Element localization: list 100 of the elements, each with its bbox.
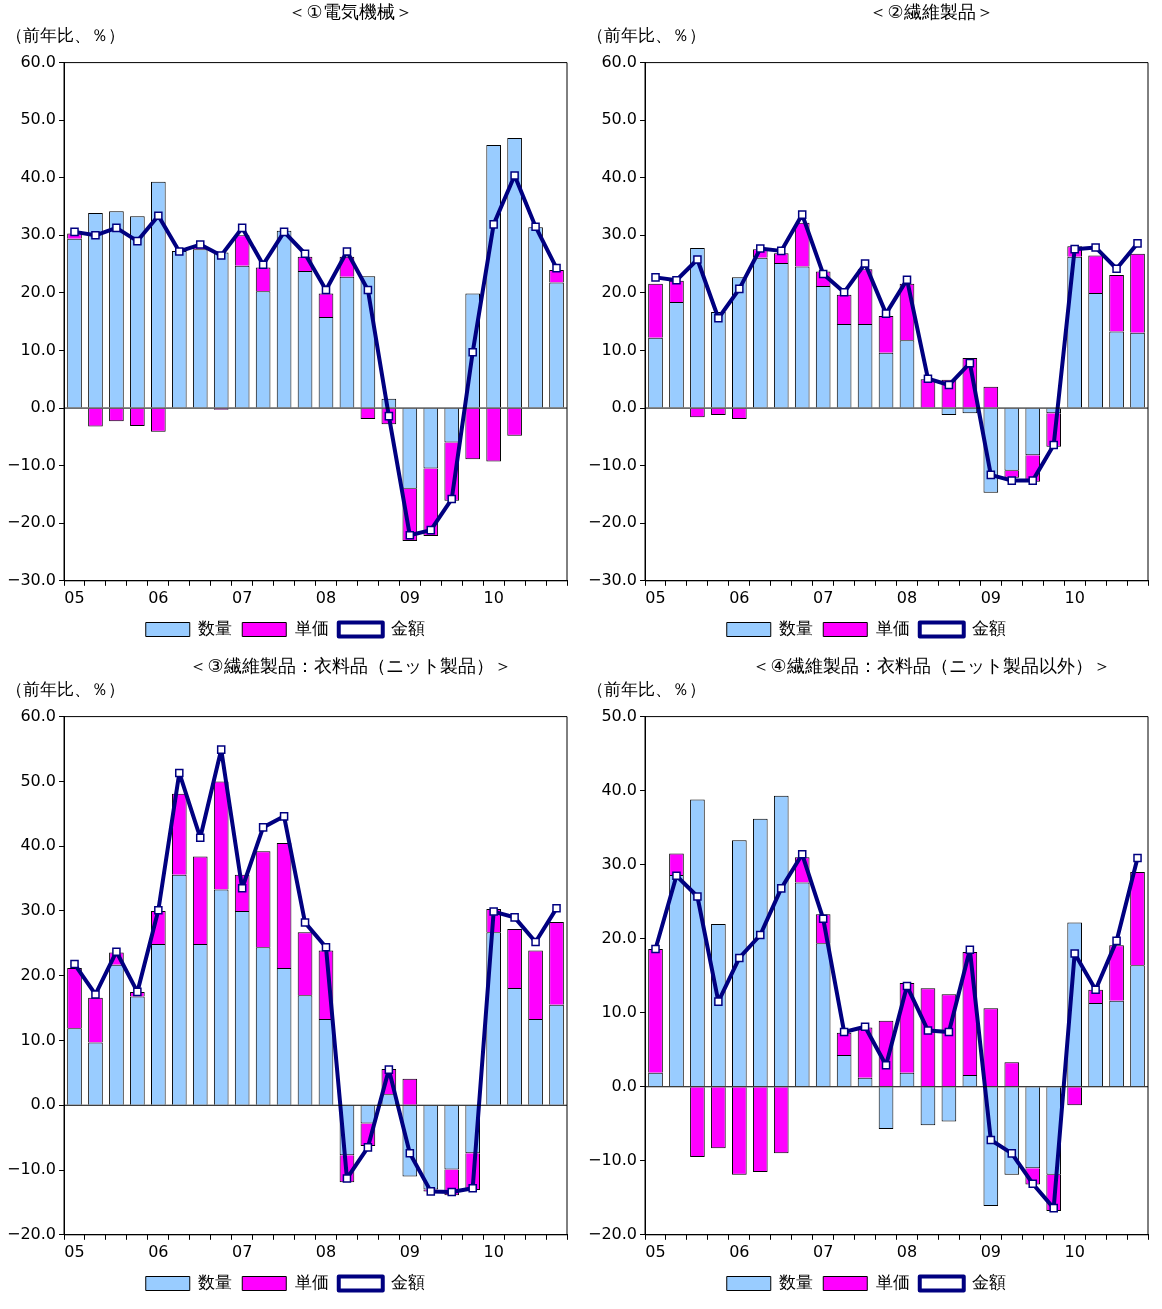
point	[447, 494, 457, 504]
legend-label: 金額	[972, 617, 1007, 638]
point	[112, 223, 121, 233]
point	[1007, 476, 1017, 485]
point	[112, 947, 121, 957]
point	[756, 244, 765, 253]
y-tick-label: 20.0	[20, 964, 57, 984]
x-tick-label: 06	[148, 587, 169, 607]
chart-title: ＜③繊維製品：衣料品（ニット製品）＞	[188, 654, 513, 678]
y-tick-label: 40.0	[20, 166, 57, 186]
point	[426, 525, 436, 535]
point	[342, 247, 352, 256]
point	[1133, 853, 1142, 863]
y-axis-title: （前年比、％）	[5, 678, 126, 701]
x-tick-label: 10	[1064, 587, 1085, 607]
legend-label: 単価	[294, 1271, 329, 1292]
point	[1028, 476, 1038, 485]
x-tick-label: 05	[64, 587, 85, 607]
y-tick-label: 50.0	[20, 109, 57, 129]
point	[426, 1187, 436, 1196]
x-tick-label: 09	[399, 1241, 420, 1261]
y-tick-label: 40.0	[601, 779, 638, 799]
point	[1007, 1149, 1017, 1158]
y-tick-label: 50.0	[601, 109, 638, 129]
point	[70, 959, 79, 969]
point	[552, 263, 561, 273]
point	[154, 905, 163, 915]
y-tick-label: 50.0	[20, 770, 57, 790]
point	[965, 358, 975, 368]
y-tick-label: −20.0	[588, 512, 638, 532]
point	[1049, 1203, 1058, 1213]
point	[1112, 936, 1121, 946]
y-tick-label: 50.0	[601, 705, 638, 725]
point	[1070, 949, 1079, 958]
y-tick-label: 30.0	[601, 853, 638, 873]
point	[797, 210, 807, 219]
point	[839, 1027, 849, 1037]
y-tick-label: −20.0	[7, 512, 57, 532]
y-axis-title: （前年比、％）	[586, 24, 707, 47]
point	[923, 374, 933, 383]
x-tick-label: 06	[729, 1241, 750, 1261]
y-tick-label: 60.0	[20, 705, 57, 725]
point	[839, 288, 849, 297]
point	[1091, 243, 1100, 252]
point	[489, 220, 498, 229]
point	[321, 942, 331, 952]
legend-label: 単価	[294, 617, 329, 638]
point	[258, 260, 268, 269]
y-tick-label: 60.0	[20, 51, 57, 71]
y-tick-label: 30.0	[20, 224, 57, 244]
legend-label: 単価	[875, 617, 910, 638]
x-tick-label: 08	[896, 587, 918, 607]
y-tick-label: −10.0	[588, 1149, 638, 1169]
point	[363, 1143, 373, 1152]
point	[300, 918, 310, 927]
y-tick-label: −10.0	[7, 1159, 57, 1179]
point	[216, 745, 226, 754]
point	[195, 240, 205, 249]
point	[986, 470, 996, 480]
y-tick-label: 10.0	[20, 1029, 57, 1049]
point	[195, 833, 205, 843]
point	[133, 236, 142, 246]
y-tick-label: 0.0	[611, 1075, 638, 1095]
legend-label: 金額	[972, 1271, 1007, 1292]
point	[965, 945, 975, 955]
x-tick-label: 10	[483, 1241, 504, 1261]
y-tick-label: 20.0	[601, 282, 638, 302]
x-tick-label: 09	[980, 1241, 1001, 1261]
point	[405, 1148, 415, 1158]
point	[693, 255, 702, 264]
y-tick-label: 40.0	[601, 166, 638, 186]
point	[258, 823, 268, 832]
y-tick-label: 0.0	[30, 397, 57, 417]
point	[405, 531, 415, 540]
point	[735, 284, 744, 294]
x-tick-label: 10	[483, 587, 504, 607]
point	[531, 937, 540, 947]
point	[531, 222, 540, 231]
point	[175, 768, 184, 778]
point	[91, 990, 100, 999]
point	[944, 380, 954, 390]
point	[510, 171, 519, 180]
point	[756, 930, 765, 940]
point	[342, 1174, 352, 1183]
point	[923, 1026, 933, 1035]
point	[279, 227, 289, 237]
point	[363, 285, 373, 295]
y-tick-label: 30.0	[601, 224, 638, 244]
x-tick-label: 10	[1064, 1241, 1085, 1261]
y-axis-title: （前年比、％）	[586, 678, 707, 701]
point	[1049, 440, 1058, 450]
legend-label: 数量	[779, 1271, 814, 1292]
y-tick-label: 20.0	[20, 282, 57, 302]
x-tick-label: 08	[315, 587, 337, 607]
point	[902, 981, 912, 991]
point	[133, 987, 142, 997]
point	[70, 227, 79, 237]
point	[237, 223, 247, 233]
legend-label: 数量	[198, 1271, 233, 1292]
y-tick-label: 30.0	[20, 900, 57, 920]
